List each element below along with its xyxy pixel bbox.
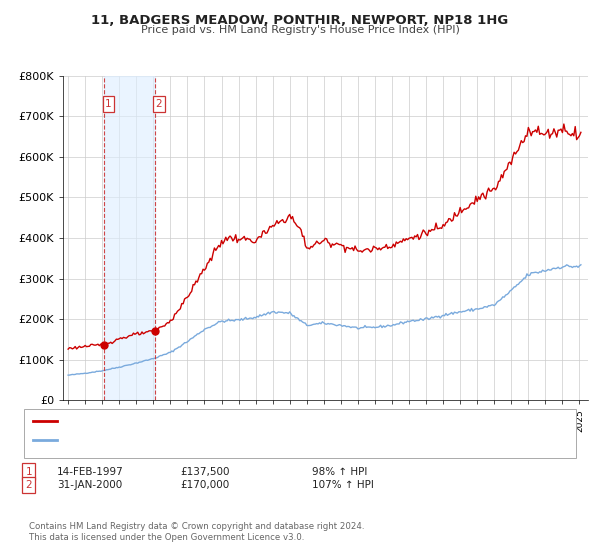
Text: 2: 2 <box>25 480 32 490</box>
Text: Price paid vs. HM Land Registry's House Price Index (HPI): Price paid vs. HM Land Registry's House … <box>140 25 460 35</box>
Text: HPI: Average price, detached house, Torfaen: HPI: Average price, detached house, Torf… <box>60 435 281 445</box>
Text: 107% ↑ HPI: 107% ↑ HPI <box>312 480 374 490</box>
Text: £170,000: £170,000 <box>180 480 229 490</box>
Text: Contains HM Land Registry data © Crown copyright and database right 2024.: Contains HM Land Registry data © Crown c… <box>29 522 364 531</box>
Text: 11, BADGERS MEADOW, PONTHIR, NEWPORT, NP18 1HG (detached house): 11, BADGERS MEADOW, PONTHIR, NEWPORT, NP… <box>60 416 433 426</box>
Text: This data is licensed under the Open Government Licence v3.0.: This data is licensed under the Open Gov… <box>29 533 304 542</box>
Text: 11, BADGERS MEADOW, PONTHIR, NEWPORT, NP18 1HG: 11, BADGERS MEADOW, PONTHIR, NEWPORT, NP… <box>91 14 509 27</box>
Bar <box>104 76 155 400</box>
Text: 2: 2 <box>155 99 162 109</box>
Text: £137,500: £137,500 <box>180 466 229 477</box>
Text: 14-FEB-1997: 14-FEB-1997 <box>57 466 124 477</box>
Text: 31-JAN-2000: 31-JAN-2000 <box>57 480 122 490</box>
Text: 98% ↑ HPI: 98% ↑ HPI <box>312 466 367 477</box>
Text: 1: 1 <box>105 99 112 109</box>
Text: 1: 1 <box>25 466 32 477</box>
